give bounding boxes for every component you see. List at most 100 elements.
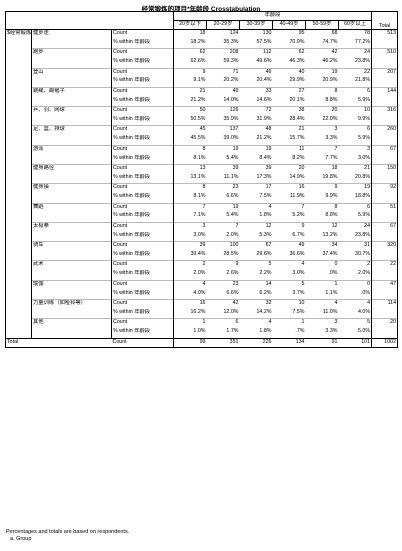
percent-label: % within 年龄段: [111, 116, 174, 126]
count-cell: 17: [239, 183, 273, 194]
percent-cell: 74.7%: [322, 38, 338, 45]
percent-cell: 11.9%: [289, 193, 305, 200]
count-cell: 39: [206, 163, 240, 174]
percent-cell: 30.7%: [338, 250, 373, 261]
percent-cell: 14.9%: [289, 173, 305, 180]
footnote: Percentages and totals are based on resp…: [6, 529, 130, 535]
percent-cell: 5.0%: [338, 328, 373, 338]
table-row: % within 年龄段 21.2% 14.0% 14.6% 20.1% 8.8% 5.9%: [6, 96, 399, 107]
percent-cell: 29.9%: [289, 77, 305, 84]
count-cell: 2: [173, 260, 207, 271]
total-cell: 99: [173, 337, 207, 349]
percent-cell: 2.0%: [193, 270, 206, 277]
percent-cell: 1.7%: [226, 328, 239, 335]
total-count-cell: 260: [371, 125, 399, 136]
total-percent-cell: [371, 231, 399, 242]
percent-label: % within 年龄段: [111, 58, 174, 69]
table-row: 登山 Count 9 71 46 40 19 22 207: [6, 67, 399, 88]
table-row: $经常锻炼的项目健步走Count18124130956878513: [5, 29, 399, 338]
count-cell: 112: [239, 48, 273, 59]
count-cell: 4: [239, 202, 273, 213]
corner-cell: [5, 11, 174, 30]
percent-cell: 5.9%: [338, 96, 373, 107]
table-row: 太极拳 Count 3 7 12 9 12 24 67: [6, 221, 399, 242]
count-cell: 18: [199, 30, 206, 36]
percent-label: % within 年龄段: [111, 270, 174, 281]
table-row: 健身操 Count 8 23 17 16 9 19 92: [6, 183, 399, 204]
table-row: 跑步 Count 62 208 112 62 42 24 510: [6, 48, 399, 69]
percent-cell: 6.6%: [226, 289, 239, 296]
count-cell: 5: [338, 318, 373, 329]
table-row: 瑜伽 Count 4 23 14 5 1 0 47: [6, 279, 399, 300]
count-cell: 78: [338, 29, 373, 39]
count-label: Count: [111, 125, 174, 136]
count-cell: 9: [206, 260, 240, 271]
count-cell: 38: [272, 106, 306, 117]
percent-label: % within 年龄段: [111, 212, 174, 223]
count-cell: 4: [338, 298, 373, 309]
table-row: % within 年龄段 9.1% 20.2% 20.4% 29.9% 20.9% 21.8…: [6, 77, 399, 88]
count-cell: 71: [206, 67, 240, 78]
count-cell: 62: [173, 48, 207, 59]
count-cell: 46: [239, 67, 273, 78]
percent-cell: 77.2%: [338, 38, 373, 49]
count-label: Count: [111, 298, 174, 309]
percent-cell: 5.9%: [338, 135, 373, 146]
count-cell: 39: [173, 241, 207, 251]
percent-cell: 8.1%: [193, 193, 206, 200]
count-cell: 12: [305, 221, 339, 232]
total-percent-cell: [371, 270, 399, 281]
table-row: % within 年龄段 4.0% 6.6% 6.2% 3.7% 1.1% .0%: [6, 289, 399, 300]
item-label: 足、篮、排球: [31, 125, 112, 146]
count-cell: 6: [338, 125, 373, 136]
count-cell: 9: [272, 221, 306, 232]
percent-cell: 15.7%: [289, 135, 305, 142]
count-cell: 20: [272, 163, 306, 174]
percent-cell: 3.3%: [325, 328, 338, 335]
table-row: 跳绳、踢毽子 Count 21 49 33 27 8 6 144: [6, 86, 399, 107]
count-cell: 95: [298, 30, 305, 36]
item-label: 力量训练（如哑铃等）: [31, 298, 112, 319]
table-row: % within 年龄段 7.1% 5.4% 1.8% 5.2% 8.8% 5.9%: [6, 212, 399, 223]
count-cell: 39: [239, 163, 273, 174]
count-cell: 32: [239, 298, 273, 309]
percent-cell: 1.1%: [325, 289, 338, 296]
percent-cell: 59.3%: [223, 58, 239, 65]
percent-cell: 7.7%: [325, 154, 338, 161]
percent-cell: 20.1%: [289, 96, 305, 103]
count-cell: 21: [173, 86, 207, 97]
percent-cell: 35.3%: [223, 38, 239, 45]
percent-cell: 2.0%: [226, 231, 239, 238]
table-row: % within 年龄段 39.4% 28.5% 29.6% 36.6% 37.4% 30.…: [6, 250, 399, 261]
age-column-header: 20岁以下: [173, 20, 207, 30]
percent-cell: 5.9%: [338, 212, 373, 223]
total-count-cell: 51: [371, 202, 399, 213]
count-cell: 130: [262, 30, 272, 36]
table-row: 游泳 Count 8 19 19 11 7 3 67: [6, 144, 399, 165]
table-row: % within 年龄段 2.0% 2.6% 2.2% 3.0% .0% 2.0%: [6, 270, 399, 281]
percent-cell: 46.3%: [289, 58, 305, 65]
count-label: Count: [111, 279, 174, 290]
total-percent-cell: [371, 212, 399, 223]
table-row: 其他 Count 1 6 4 1 3 5 20: [6, 318, 399, 338]
count-cell: 1: [173, 318, 207, 329]
count-cell: 7: [173, 202, 207, 213]
percent-cell: 2.0%: [338, 270, 373, 281]
footnote: a. Group: [10, 536, 32, 542]
count-cell: 42: [305, 48, 339, 59]
percent-cell: 11.0%: [322, 308, 338, 315]
count-cell: 20: [305, 106, 339, 117]
percent-cell: 28.4%: [289, 116, 305, 123]
crosstab-table: 年龄段 Total 20岁以下 20-29岁 30-39岁 40-49岁 50-…: [5, 11, 399, 349]
count-label: Count: [111, 67, 174, 78]
percent-cell: 8.8%: [325, 212, 338, 219]
total-count-label: Count: [111, 337, 174, 349]
total-percent-cell: [371, 308, 399, 319]
item-label: 武术: [31, 260, 112, 281]
table-row: % within 年龄段 62.6% 59.3% 49.6% 46.3% 46.2% 23.…: [6, 58, 399, 69]
percent-cell: 23.8%: [338, 231, 373, 242]
count-cell: 6: [206, 318, 240, 329]
item-label: 乒、羽、网球: [31, 106, 112, 126]
total-cell: 134: [272, 337, 306, 349]
count-cell: 3: [305, 125, 339, 136]
